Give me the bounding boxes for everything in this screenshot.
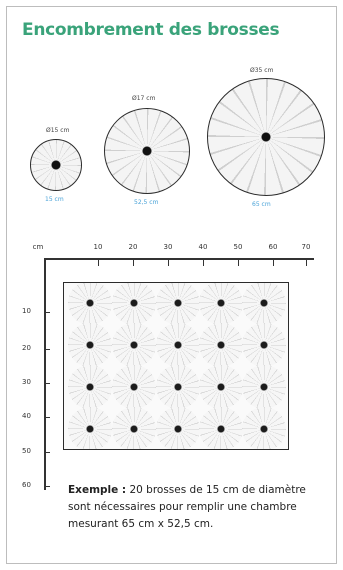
grid-brush [242, 365, 286, 409]
y-tick [44, 383, 50, 384]
grid-brush [156, 323, 200, 367]
y-tick-label: 10 [22, 307, 31, 315]
y-tick [44, 452, 50, 453]
x-tick-label: 40 [198, 243, 208, 251]
grid-brush [199, 365, 243, 409]
y-axis-line [44, 258, 46, 490]
example-paragraph: Exemple : 20 brosses de 15 cm de diamètr… [68, 482, 318, 533]
brush-1-diagram [30, 139, 82, 191]
x-axis-unit: cm [32, 243, 44, 251]
y-tick [44, 417, 50, 418]
grid-brush [156, 407, 200, 449]
grid-brush [199, 407, 243, 449]
y-tick [44, 312, 50, 313]
grid-brush [112, 283, 156, 325]
grid-brush [242, 283, 286, 325]
x-tick [203, 258, 204, 266]
x-tick-label: 30 [163, 243, 173, 251]
x-tick [238, 258, 239, 266]
brush-2-top-label: Ø17 cm [132, 95, 156, 102]
brush-2-diagram [104, 108, 190, 194]
brush-2-bottom-label: 52,5 cm [134, 199, 159, 206]
grid-brush [68, 283, 112, 325]
grid-brush [199, 283, 243, 325]
example-lead: Exemple : [68, 484, 127, 496]
grid-brush [68, 323, 112, 367]
brush-3-top-label: Ø35 cm [250, 67, 274, 74]
x-tick-label: 20 [128, 243, 138, 251]
x-axis-line [44, 258, 314, 260]
brush-1-top-label: Ø15 cm [46, 127, 70, 134]
x-tick [98, 258, 99, 266]
brush-3-diagram [207, 78, 325, 196]
grid-brush [68, 365, 112, 409]
y-tick-label: 50 [22, 447, 31, 455]
x-tick [168, 258, 169, 266]
brush-layout-grid [63, 282, 289, 450]
grid-brush [156, 283, 200, 325]
brush-1-bottom-label: 15 cm [45, 196, 64, 203]
x-tick-label: 50 [233, 243, 243, 251]
grid-brush [112, 365, 156, 409]
y-tick-label: 40 [22, 412, 31, 420]
y-tick [44, 349, 50, 350]
y-tick-label: 30 [22, 378, 31, 386]
y-tick [44, 486, 50, 487]
x-tick [306, 258, 307, 266]
grid-brush [199, 323, 243, 367]
grid-brush [156, 365, 200, 409]
x-tick [133, 258, 134, 266]
grid-brush [242, 407, 286, 449]
x-tick [273, 258, 274, 266]
x-tick-label: 70 [301, 243, 311, 251]
y-tick-label: 20 [22, 344, 31, 352]
page-title: Encombrement des brosses [22, 20, 280, 40]
brush-3-bottom-label: 65 cm [252, 201, 271, 208]
example-text: 20 brosses de 15 cm de diamètre sont néc… [68, 484, 306, 530]
grid-brush [112, 323, 156, 367]
grid-brush [242, 323, 286, 367]
y-tick-label: 60 [22, 481, 31, 489]
x-tick-label: 10 [93, 243, 103, 251]
grid-brush [68, 407, 112, 449]
x-tick-label: 60 [268, 243, 278, 251]
grid-brush [112, 407, 156, 449]
